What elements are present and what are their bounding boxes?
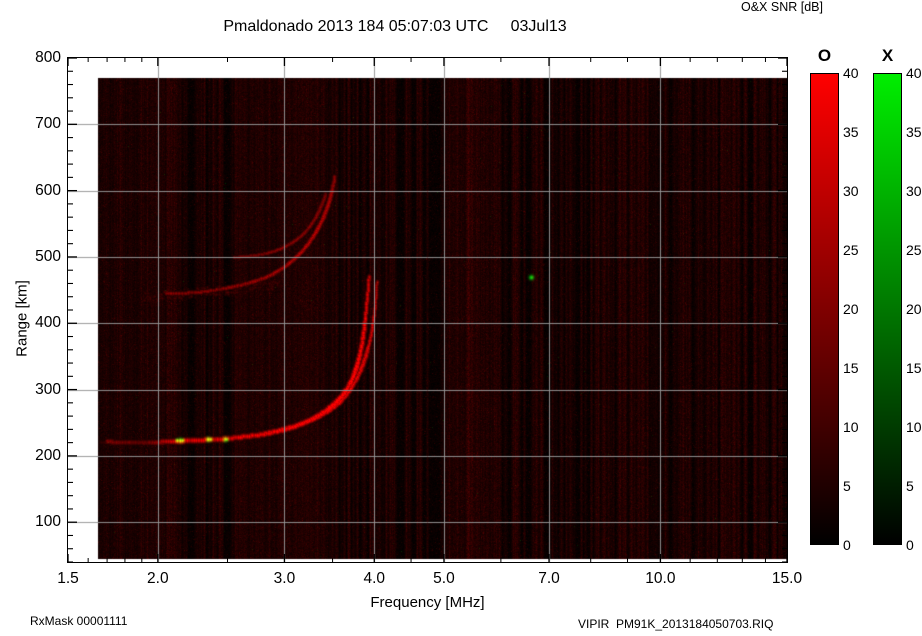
x-axis-title: Frequency [MHz] <box>370 594 485 611</box>
y-tick-label: 200 <box>35 446 61 464</box>
colorbar-tick-label: 30 <box>906 183 922 199</box>
x-tick-label: 2.0 <box>147 570 169 587</box>
ionogram-plot-area[interactable] <box>67 57 788 563</box>
colorbar-tick-label: 5 <box>843 478 851 494</box>
colorbar-o-label: O <box>817 46 832 65</box>
colorbar-tick-label: 40 <box>906 65 922 81</box>
colorbar-o-gradient[interactable] <box>810 73 839 545</box>
x-tick-label: 15.0 <box>771 570 803 587</box>
source-file-label: VIPIR PM91K_2013184050703.RIQ <box>578 617 774 631</box>
colorbar-tick-label: 40 <box>843 65 859 81</box>
x-tick-label: 7.0 <box>538 570 560 587</box>
y-tick-label: 100 <box>35 513 61 531</box>
colorbar-tick-label: 15 <box>906 360 922 376</box>
colorbar-tick-label: 10 <box>843 419 859 435</box>
colorbar-tick-label: 0 <box>843 537 851 553</box>
y-tick-label: 600 <box>35 181 61 199</box>
ionogram-heatmap-canvas <box>68 58 787 562</box>
rxmask-label: RxMask 00001111 <box>30 614 128 628</box>
page-title: Pmaldonado 2013 184 05:07:03 UTC 03Jul13 <box>223 18 567 35</box>
colorbar-tick-label: 20 <box>906 301 922 317</box>
colorbar-tick-label: 35 <box>843 124 859 140</box>
colorbar-tick-label: 30 <box>843 183 859 199</box>
colorbar-x-gradient[interactable] <box>873 73 902 545</box>
colorbar-x-label: X <box>881 46 894 65</box>
colorbar-tick-label: 35 <box>906 124 922 140</box>
x-tick-label: 5.0 <box>433 570 455 587</box>
colorbar-tick-label: 25 <box>906 242 922 258</box>
x-axis-tick-labels: 1.5 2.0 3.0 4.0 5.0 7.0 10.0 15.0 <box>0 570 922 592</box>
y-axis-title: Range [km] <box>13 280 31 357</box>
y-axis-tick-labels: 100 200 300 400 500 600 700 800 <box>0 49 61 563</box>
y-tick-label: 500 <box>35 247 61 265</box>
x-tick-label: 1.5 <box>57 570 79 587</box>
colorbar-tick-label: 0 <box>906 537 914 553</box>
colorbar-tick-label: 25 <box>843 242 859 258</box>
colorbar-tick-label: 10 <box>906 419 922 435</box>
colorbar-tick-label: 5 <box>906 478 914 494</box>
colorbar-tick-label: 20 <box>843 301 859 317</box>
y-tick-label: 700 <box>35 115 61 133</box>
x-tick-label: 4.0 <box>363 570 386 587</box>
colorbar-tick-label: 15 <box>843 360 859 376</box>
colorbar-title: O&X SNR [dB] <box>741 0 823 14</box>
y-tick-label: 300 <box>35 380 61 398</box>
x-tick-label: 3.0 <box>273 570 296 587</box>
y-tick-label: 400 <box>35 314 61 332</box>
x-tick-label: 10.0 <box>645 570 676 587</box>
y-tick-label: 800 <box>35 49 61 66</box>
